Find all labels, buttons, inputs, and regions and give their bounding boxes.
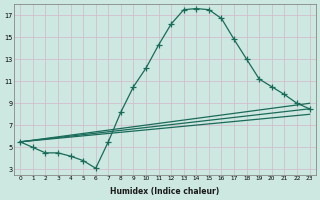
X-axis label: Humidex (Indice chaleur): Humidex (Indice chaleur)	[110, 187, 220, 196]
